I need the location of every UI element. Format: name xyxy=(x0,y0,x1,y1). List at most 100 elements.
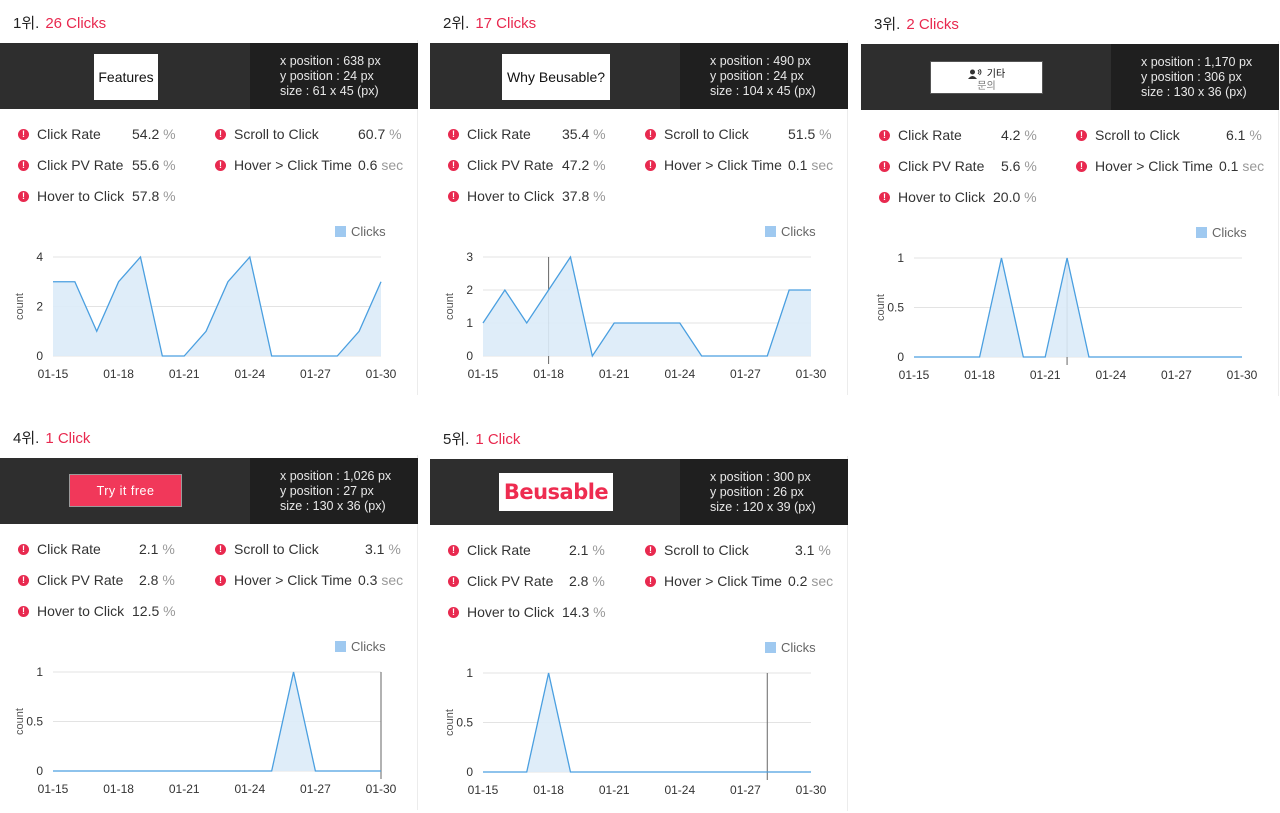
x-tick-label: 01-30 xyxy=(366,782,397,796)
card-divider xyxy=(1278,41,1279,396)
info-dot-icon[interactable]: ! xyxy=(215,543,226,555)
legend-swatch xyxy=(1196,227,1207,238)
metric-value: 6.1 % xyxy=(1226,127,1262,143)
y-axis-label: count xyxy=(875,294,887,321)
metric-label: Click Rate xyxy=(467,542,531,558)
info-dot-icon[interactable]: ! xyxy=(18,159,29,171)
x-tick-label: 01-21 xyxy=(169,367,200,381)
click-count: 17 Clicks xyxy=(475,15,537,32)
clicks-series-line xyxy=(53,671,381,772)
element-size: size : 104 x 45 (px) xyxy=(710,84,816,98)
metric-label: Click PV Rate xyxy=(467,157,554,173)
info-dot-icon[interactable]: ! xyxy=(879,160,890,172)
metric-label: Hover > Click Time xyxy=(1095,158,1213,174)
info-dot-icon[interactable]: ! xyxy=(645,544,656,556)
clicks-area xyxy=(483,673,811,772)
metric-value: 55.6 % xyxy=(132,157,176,173)
info-dot-icon[interactable]: ! xyxy=(448,128,459,140)
metric-click-rate: ! Click Rate 2.1 % xyxy=(448,542,605,558)
info-dot-icon[interactable]: ! xyxy=(448,575,459,587)
info-dot-icon[interactable]: ! xyxy=(879,129,890,141)
y-tick-label: 3 xyxy=(466,250,473,264)
click-count: 26 Clicks xyxy=(45,15,107,32)
metric-value: 20.0 % xyxy=(993,189,1037,205)
x-tick-label: 01-24 xyxy=(664,367,695,381)
metric-value: 0.1 sec xyxy=(788,157,834,173)
info-dot-icon[interactable]: ! xyxy=(18,605,29,617)
info-dot-icon[interactable]: ! xyxy=(1076,160,1087,172)
info-dot-icon[interactable]: ! xyxy=(215,159,226,171)
x-tick-label: 01-21 xyxy=(599,367,630,381)
metric-label: Click Rate xyxy=(467,126,531,142)
info-dot-icon[interactable]: ! xyxy=(645,575,656,587)
info-dot-icon[interactable]: ! xyxy=(18,543,29,555)
info-dot-icon[interactable]: ! xyxy=(18,574,29,586)
position-info: x position : 1,026 px y position : 27 px… xyxy=(250,458,418,524)
info-dot-icon[interactable]: ! xyxy=(18,190,29,202)
y-position: y position : 27 px xyxy=(280,484,374,498)
x-tick-label: 01-30 xyxy=(366,367,397,381)
position-info: x position : 638 px y position : 24 px s… xyxy=(250,43,418,109)
metric-value: 5.6 % xyxy=(1001,158,1037,174)
metric-value: 12.5 % xyxy=(132,603,176,619)
y-tick-label: 4 xyxy=(36,250,43,264)
metric-hover-to-click: ! Hover to Click 12.5 % xyxy=(18,603,176,619)
metric-hover-click-time: ! Hover > Click Time 0.1 sec xyxy=(645,157,833,173)
x-tick-label: 01-15 xyxy=(38,782,69,796)
metric-label: Scroll to Click xyxy=(234,541,319,557)
element-size: size : 61 x 45 (px) xyxy=(280,84,379,98)
element-thumbnail[interactable]: Why Beusable? xyxy=(502,54,610,100)
element-thumbnail[interactable]: Beusable xyxy=(499,473,613,511)
info-dot-icon[interactable]: ! xyxy=(215,128,226,140)
x-tick-label: 01-15 xyxy=(38,367,69,381)
metric-value: 3.1 % xyxy=(795,542,831,558)
element-thumbnail[interactable]: 기타 문의 xyxy=(930,61,1043,94)
element-thumbnail[interactable]: Features xyxy=(94,54,158,100)
metric-value: 35.4 % xyxy=(562,126,606,142)
rank-label: 5위. xyxy=(443,431,470,448)
position-info: x position : 300 px y position : 26 px s… xyxy=(680,459,848,525)
y-position: y position : 26 px xyxy=(710,485,804,499)
info-dot-icon[interactable]: ! xyxy=(18,128,29,140)
card-title: 3위. 2 Clicks xyxy=(874,13,959,34)
y-axis-label: count xyxy=(14,293,26,320)
info-dot-icon[interactable]: ! xyxy=(448,544,459,556)
y-tick-label: 2 xyxy=(466,283,473,297)
click-count: 1 Click xyxy=(475,431,521,448)
metric-hover-click-time: ! Hover > Click Time 0.3 sec xyxy=(215,572,403,588)
x-tick-label: 01-24 xyxy=(234,367,265,381)
rank-label: 3위. xyxy=(874,16,901,33)
clicks-chart: Clicks 0 0.5 1 count 01-15 01-18 01-21 01-24 01-2… xyxy=(14,639,397,796)
metric-label: Click Rate xyxy=(37,126,101,142)
element-preview-band: Why Beusable? x position : 490 px y posi… xyxy=(430,43,848,109)
element-preview-band: Features x position : 638 px y position … xyxy=(0,43,418,109)
info-dot-icon[interactable]: ! xyxy=(448,606,459,618)
card-divider xyxy=(847,40,848,395)
metric-label: Click Rate xyxy=(37,541,101,557)
metric-value: 47.2 % xyxy=(562,157,606,173)
x-tick-label: 01-18 xyxy=(964,368,995,382)
element-thumbnail[interactable]: Try it free xyxy=(69,474,182,507)
rank-label: 4위. xyxy=(13,430,40,447)
x-tick-label: 01-18 xyxy=(103,367,134,381)
x-tick-label: 01-24 xyxy=(1095,368,1126,382)
info-dot-icon[interactable]: ! xyxy=(879,191,890,203)
info-dot-icon[interactable]: ! xyxy=(1076,129,1087,141)
y-tick-label: 0 xyxy=(466,765,473,779)
element-size: size : 130 x 36 (px) xyxy=(280,499,386,513)
rank-label: 1위. xyxy=(13,15,40,32)
info-dot-icon[interactable]: ! xyxy=(645,128,656,140)
metric-hover-to-click: ! Hover to Click 57.8 % xyxy=(18,188,176,204)
metric-click-pv-rate: ! Click PV Rate 2.8 % xyxy=(448,573,605,589)
info-dot-icon[interactable]: ! xyxy=(215,574,226,586)
card-title: 5위. 1 Click xyxy=(443,428,520,449)
metric-value: 2.8 % xyxy=(569,573,605,589)
info-dot-icon[interactable]: ! xyxy=(645,159,656,171)
metric-value: 2.1 % xyxy=(139,541,175,557)
x-tick-label: 01-15 xyxy=(468,783,499,797)
info-dot-icon[interactable]: ! xyxy=(448,190,459,202)
person-voice-icon xyxy=(967,69,982,79)
info-dot-icon[interactable]: ! xyxy=(448,159,459,171)
legend-label: Clicks xyxy=(351,639,386,654)
metric-label: Scroll to Click xyxy=(234,126,319,142)
